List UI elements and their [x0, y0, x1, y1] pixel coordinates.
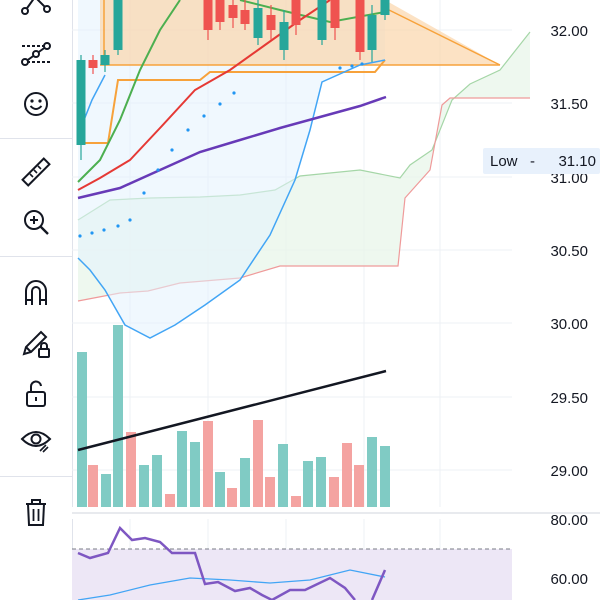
- chart-area[interactable]: 32.00 31.50 31.00 30.50 30.00 29.50 29.0…: [72, 0, 600, 602]
- unlock-icon: [26, 380, 46, 407]
- price-label: 32.00: [550, 23, 588, 40]
- oscillator-label: 60.00: [550, 571, 588, 588]
- chart-canvas[interactable]: 32.00 31.50 31.00 30.50 30.00 29.50 29.0…: [72, 0, 600, 602]
- zoom-in-icon: [24, 210, 49, 235]
- candle-body: [380, 0, 390, 15]
- candle-body: [100, 55, 110, 65]
- volume-bar: [101, 474, 111, 507]
- candle-body: [317, 0, 327, 40]
- volume-bar: [88, 465, 98, 507]
- candle-body: [203, 0, 213, 30]
- toolbar-divider: [0, 138, 72, 139]
- zoom-in-button[interactable]: [16, 202, 56, 242]
- band-fill: [78, 0, 385, 338]
- forecast-tool-icon: [21, 42, 51, 66]
- candle-body: [253, 8, 263, 38]
- volume-bar: [380, 446, 390, 507]
- trend-line: [77, 369, 387, 452]
- price-label: 31.50: [550, 96, 588, 113]
- low-price-tag: Low - 31.10: [483, 148, 600, 174]
- oscillator-band: [72, 549, 512, 600]
- candle-body: [367, 15, 377, 50]
- price-label: 29.50: [550, 390, 588, 407]
- oscillator-line: [77, 525, 387, 602]
- hide-drawings-button[interactable]: [16, 420, 56, 460]
- candle-body: [228, 5, 238, 18]
- volume-bar: [203, 421, 213, 507]
- volume-bar: [303, 461, 313, 507]
- candle-body: [355, 0, 365, 52]
- ruler-icon: [21, 157, 51, 187]
- volume-bar: [177, 431, 187, 507]
- volume-bar: [152, 455, 162, 507]
- triangle-upper-edge: [384, 7, 501, 66]
- candle-body: [240, 10, 250, 24]
- lock-drawings-button[interactable]: [16, 324, 56, 364]
- volume-bar: [126, 432, 136, 507]
- candle-body: [76, 60, 86, 145]
- toolbar-divider: [0, 476, 72, 477]
- candles: [76, 0, 390, 160]
- volume-bar: [227, 488, 237, 507]
- low-tag-value: 31.10: [558, 153, 596, 170]
- remove-drawings-button[interactable]: [16, 492, 56, 532]
- volume-bar: [215, 472, 225, 507]
- low-tag-dash: -: [530, 153, 535, 170]
- magnet-button[interactable]: [16, 272, 56, 312]
- volume-bar: [77, 352, 87, 507]
- volume-bar: [139, 465, 149, 507]
- candle-body: [279, 22, 289, 50]
- volume-bar: [253, 420, 263, 507]
- oscillator-axis[interactable]: 80.00 60.00: [550, 512, 588, 588]
- candle-body: [215, 0, 225, 22]
- drawing-toolbar: [0, 0, 73, 600]
- volume-bar: [190, 442, 200, 507]
- volume-bar: [329, 477, 339, 507]
- ruler-button[interactable]: [16, 152, 56, 192]
- candle-body: [330, 0, 340, 28]
- candle-body: [113, 0, 123, 50]
- emoji-icon: [24, 92, 48, 116]
- pattern-tool-button[interactable]: [16, 0, 56, 26]
- pencil-lock-icon: [22, 330, 50, 358]
- volume-bar: [165, 494, 175, 507]
- price-axis[interactable]: 32.00 31.50 31.00 30.50 30.00 29.50 29.0…: [550, 23, 588, 480]
- forecast-tool-button[interactable]: [16, 34, 56, 74]
- price-label: 29.00: [550, 463, 588, 480]
- trash-icon: [26, 499, 46, 526]
- volume-bars: [77, 325, 390, 507]
- pattern-tool-icon: [21, 0, 51, 15]
- candle-body: [88, 60, 98, 68]
- volume-bar: [342, 443, 352, 507]
- sar-dots: [78, 62, 364, 238]
- toolbar-divider: [0, 256, 72, 257]
- emoji-button[interactable]: [16, 84, 56, 124]
- candle-body: [291, 0, 301, 25]
- low-tag-label: Low: [490, 153, 518, 170]
- band-lower-line: [77, 59, 386, 339]
- oscillator-label: 80.00: [550, 512, 588, 529]
- volume-bar: [291, 496, 301, 507]
- magnet-icon: [25, 280, 47, 305]
- price-label: 30.50: [550, 243, 588, 260]
- volume-bar: [367, 437, 377, 507]
- volume-bar: [278, 444, 288, 507]
- volume-bar: [113, 325, 123, 507]
- price-label: 30.00: [550, 316, 588, 333]
- volume-bar: [316, 457, 326, 507]
- volume-bar: [240, 458, 250, 507]
- eye-icon: [20, 431, 52, 453]
- unlock-button[interactable]: [16, 374, 56, 414]
- candle-body: [266, 15, 276, 30]
- price-label: 31.00: [550, 170, 588, 187]
- oscillator-signal-line: [77, 569, 386, 601]
- volume-bar: [265, 477, 275, 507]
- purple-ma-line: [77, 95, 387, 200]
- volume-bar: [354, 465, 364, 507]
